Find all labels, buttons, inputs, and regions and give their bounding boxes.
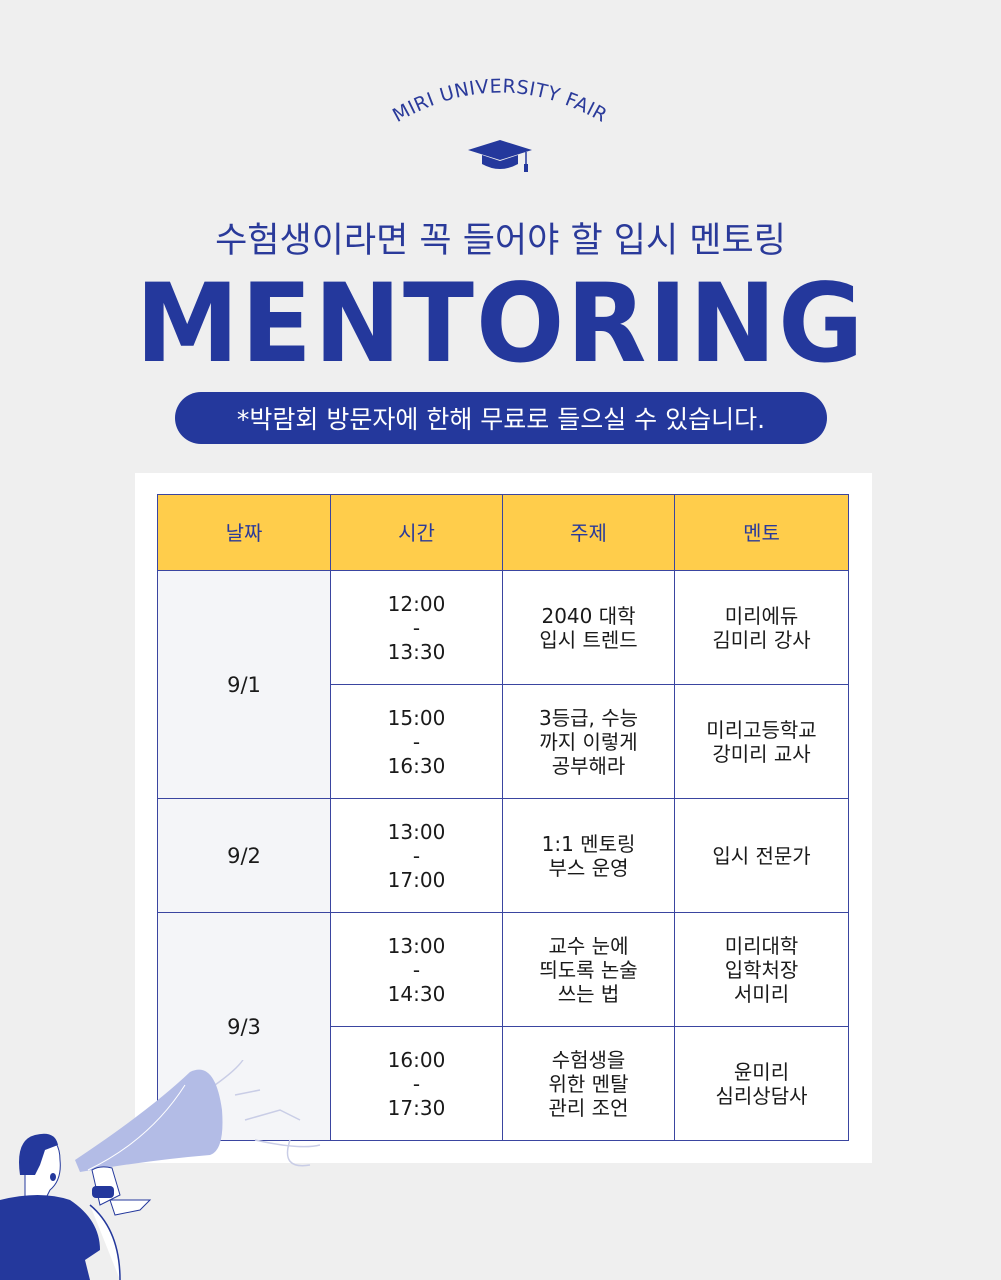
mentor-cell-line: 미리대학 <box>724 933 799 958</box>
header-time: 시간 <box>330 494 503 571</box>
time-cell-line: 13:00 <box>387 933 446 958</box>
topic-cell: 3등급, 수능 까지 이렇게 공부해라 <box>502 684 675 799</box>
time-cell-line: - <box>412 957 421 982</box>
time-cell-line: - <box>412 615 421 640</box>
topic-cell: 교수 눈에 띄도록 논술 쓰는 법 <box>502 912 675 1027</box>
time-cell: 15:00-16:30 <box>330 684 503 799</box>
mentor-cell-line: 심리상담사 <box>715 1083 808 1108</box>
mentor-cell: 윤미리 심리상담사 <box>674 1026 849 1141</box>
time-cell-line: 12:00 <box>387 591 446 616</box>
table-row: 16:00-17:30 수험생을 위한 멘탈 관리 조언 윤미리 심리상담사 <box>158 1026 849 1141</box>
table-row: 9/2 13:00-17:00 1:1 멘토링 부스 운영 입시 전문가 <box>157 798 849 913</box>
topic-cell-line: 위한 멘탈 <box>548 1071 629 1096</box>
topic-cell: 1:1 멘토링 부스 운영 <box>502 798 675 913</box>
graduation-cap-icon <box>468 140 532 172</box>
topic-cell-line: 입시 트렌드 <box>539 627 638 652</box>
table-row: 9/1 12:00-13:30 2040 대학 입시 트렌드 미리에듀 김미리 강사 <box>157 570 849 799</box>
time-cell: 16:00-17:30 <box>330 1026 503 1141</box>
megaphone-man-illustration <box>0 1060 321 1280</box>
brand-arc-text: MIRI UNIVERSITY FAIR <box>389 78 611 127</box>
table-row: 15:00-16:30 3등급, 수능 까지 이렇게 공부해라 미리고등학교 강미리 교사 <box>158 684 849 799</box>
table-header-row: 날짜 시간 주제 멘토 <box>157 494 849 571</box>
topic-cell-line: 교수 눈에 <box>548 933 629 958</box>
topic-cell-line: 띄도록 논술 <box>539 957 638 982</box>
mentor-cell-line: 입시 전문가 <box>712 843 811 868</box>
time-cell-line: - <box>412 1071 421 1096</box>
topic-cell-line: 관리 조언 <box>548 1095 629 1120</box>
header-topic: 주제 <box>502 494 675 571</box>
time-cell-line: 14:30 <box>387 981 446 1006</box>
time-cell-line: 16:30 <box>387 753 446 778</box>
notice-banner: *박람회 방문자에 한해 무료로 들으실 수 있습니다. <box>175 392 827 444</box>
svg-text:MIRI UNIVERSITY FAIR: MIRI UNIVERSITY FAIR <box>389 78 611 127</box>
header-date: 날짜 <box>157 494 331 571</box>
time-cell-line: 17:00 <box>387 867 446 892</box>
time-cell-line: 13:30 <box>387 639 446 664</box>
time-cell: 12:00-13:30 <box>330 570 503 685</box>
mentor-cell-line: 미리에듀 <box>724 603 799 628</box>
mentor-cell-line: 입학처장 <box>724 957 799 982</box>
mentor-cell: 미리대학 입학처장 서미리 <box>674 912 849 1027</box>
schedule-table: 날짜 시간 주제 멘토 9/1 12:00-13:30 2040 대학 입시 트렌드 미리에듀… <box>157 494 849 1141</box>
time-cell-line: 16:00 <box>387 1047 446 1072</box>
subtitle: 수험생이라면 꼭 들어야 할 입시 멘토링 <box>215 221 786 261</box>
date-cell: 9/2 <box>157 798 331 913</box>
topic-cell: 2040 대학 입시 트렌드 <box>502 570 675 685</box>
header-mentor: 멘토 <box>674 494 849 571</box>
topic-cell-line: 쓰는 법 <box>557 981 620 1006</box>
page-title: MENTORING <box>135 258 866 388</box>
time-cell-line: 15:00 <box>387 705 446 730</box>
time-cell-line: - <box>412 843 421 868</box>
mentor-cell-line: 강미리 교사 <box>712 741 811 766</box>
topic-cell-line: 1:1 멘토링 <box>541 831 636 856</box>
mentor-cell-line: 서미리 <box>733 981 790 1006</box>
date-cell: 9/1 <box>157 570 331 799</box>
mentor-cell: 미리에듀 김미리 강사 <box>674 570 849 685</box>
mentor-cell-line: 윤미리 <box>733 1059 790 1084</box>
topic-cell: 수험생을 위한 멘탈 관리 조언 <box>502 1026 675 1141</box>
time-cell-line: 13:00 <box>387 819 446 844</box>
mentor-cell: 입시 전문가 <box>674 798 849 913</box>
topic-cell-line: 공부해라 <box>551 753 626 778</box>
topic-cell-line: 부스 운영 <box>548 855 629 880</box>
mentor-cell-line: 김미리 강사 <box>712 627 811 652</box>
mentor-cell-line: 미리고등학교 <box>706 717 817 742</box>
topic-cell-line: 3등급, 수능 <box>538 705 639 730</box>
time-cell-line: 17:30 <box>387 1095 446 1120</box>
time-cell-line: - <box>412 729 421 754</box>
time-cell: 13:00-14:30 <box>330 912 503 1027</box>
topic-cell-line: 2040 대학 <box>541 603 636 628</box>
time-cell: 13:00-17:00 <box>330 798 503 913</box>
table-row: 9/3 13:00-14:30 교수 눈에 띄도록 논술 쓰는 법 미리대학 입학처장 서미리 <box>157 912 849 1141</box>
topic-cell-line: 까지 이렇게 <box>539 729 638 754</box>
mentor-cell: 미리고등학교 강미리 교사 <box>674 684 849 799</box>
topic-cell-line: 수험생을 <box>551 1047 626 1072</box>
